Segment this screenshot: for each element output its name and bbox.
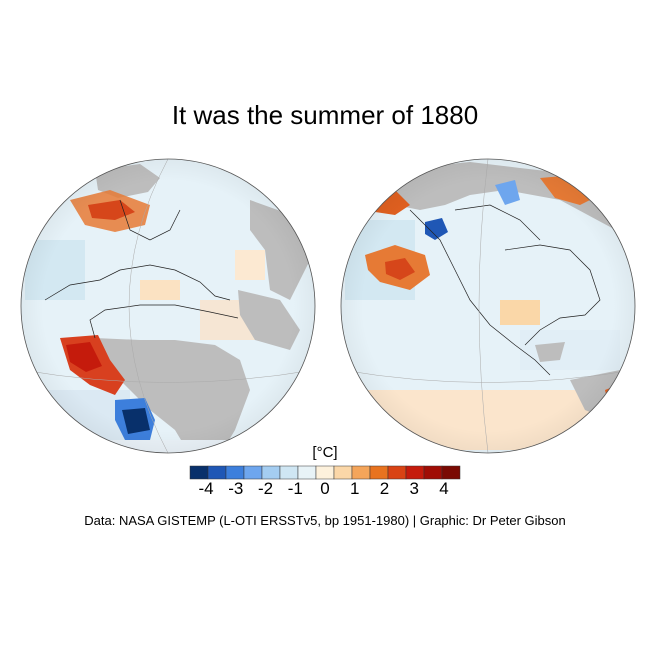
colorbar-swatch (243, 465, 263, 480)
colorbar-swatch (387, 465, 407, 480)
colorbar-swatch (333, 465, 353, 480)
colorbar-tick-label: 4 (439, 479, 449, 498)
colorbar-swatch (297, 465, 317, 480)
colorbar-tick-label: -1 (287, 479, 303, 498)
colorbar-tick-label: 3 (409, 479, 419, 498)
colorbar-tick-label: 2 (379, 479, 390, 498)
colorbar-swatch (441, 465, 461, 480)
credit-line: Data: NASA GISTEMP (L-OTI ERSSTv5, bp 19… (84, 513, 566, 528)
colorbar-swatch (261, 465, 281, 480)
colorbar-swatch (405, 465, 425, 480)
globe-americas (340, 158, 636, 454)
colorbar-swatch (351, 465, 371, 480)
colorbar-swatch (225, 465, 245, 480)
colorbar-tick-label: 0 (320, 479, 330, 498)
colorbar-tick-label: -2 (257, 479, 274, 498)
colorbar-tick-label: -3 (228, 479, 244, 498)
colorbar-swatch (369, 465, 389, 480)
colorbar-swatch (279, 465, 299, 480)
colorbar-swatch (315, 465, 335, 480)
colorbar-unit-label: [°C] (312, 444, 338, 461)
map-title: It was the summer of 1880 (171, 100, 479, 130)
colorbar-tick-label: 1 (350, 479, 360, 498)
colorbar-swatch (207, 465, 227, 480)
colorbar-swatch (423, 465, 443, 480)
colorbar-tick-label: -4 (198, 479, 214, 498)
colorbar (189, 465, 461, 480)
globe-europe-africa (20, 158, 316, 454)
colorbar-swatch (189, 465, 209, 480)
